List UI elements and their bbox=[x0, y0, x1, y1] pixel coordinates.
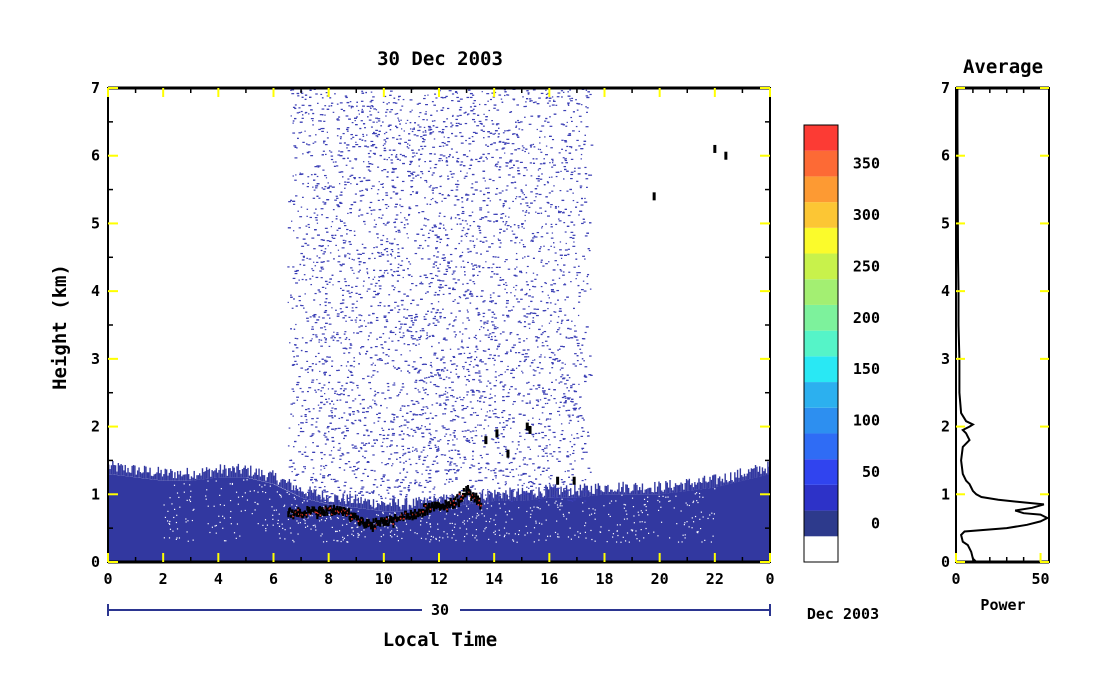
colorbar-swatch bbox=[804, 484, 838, 511]
x-tick-label: 18 bbox=[595, 570, 613, 588]
date-bar-month-label: Dec 2003 bbox=[807, 605, 879, 623]
chart-title: 30 Dec 2003 bbox=[377, 48, 503, 70]
x-tick-label: 4 bbox=[214, 570, 223, 588]
x-tick-label: 8 bbox=[324, 570, 333, 588]
colorbar-swatch bbox=[804, 279, 838, 305]
cloud-point bbox=[495, 429, 499, 438]
cloud-point bbox=[572, 476, 576, 485]
average-y-tick-label: 5 bbox=[941, 214, 950, 232]
x-tick-label: 22 bbox=[706, 570, 724, 588]
aerosol-layer bbox=[287, 485, 483, 532]
cloud-point bbox=[556, 476, 560, 485]
x-tick-label: 10 bbox=[375, 570, 393, 588]
colorbar-swatch bbox=[804, 330, 838, 357]
y-tick-label: 7 bbox=[91, 79, 100, 97]
average-y-tick-label: 2 bbox=[941, 418, 950, 436]
date-bar: 30 Dec 2003 bbox=[107, 601, 879, 623]
cloud-point bbox=[506, 449, 510, 458]
cloud-point bbox=[525, 422, 529, 431]
colorbar-swatch bbox=[804, 407, 838, 434]
colorbar-tick-label: 200 bbox=[853, 309, 880, 327]
x-tick-label: 12 bbox=[430, 570, 448, 588]
colorbar-swatch bbox=[804, 227, 838, 254]
date-bar-day-label: 30 bbox=[431, 601, 449, 619]
x-tick-label: 14 bbox=[485, 570, 503, 588]
x-tick-label: 20 bbox=[651, 570, 669, 588]
y-axis-label: Height (km) bbox=[49, 264, 71, 390]
y-tick-label: 1 bbox=[91, 485, 100, 503]
average-y-tick-label: 0 bbox=[941, 553, 950, 571]
cloud-point bbox=[528, 425, 532, 434]
average-panel-title: Average bbox=[963, 56, 1043, 78]
noise-speckles bbox=[163, 88, 716, 543]
y-tick-label: 6 bbox=[91, 147, 100, 165]
x-axis-label: Local Time bbox=[383, 629, 497, 651]
average-y-tick-label: 7 bbox=[941, 79, 950, 97]
colorbar-swatch bbox=[804, 202, 838, 228]
x-tick-label: 16 bbox=[540, 570, 558, 588]
colorbar-swatch bbox=[804, 253, 838, 280]
colorbar-tick-label: 0 bbox=[871, 514, 880, 532]
colorbar-swatch bbox=[804, 433, 838, 460]
colorbar-swatch bbox=[804, 125, 838, 151]
colorbar-swatch bbox=[804, 510, 838, 537]
y-tick-label: 4 bbox=[91, 282, 100, 300]
cloud-point bbox=[724, 151, 728, 160]
average-axes: 0 1 2 3 4 5 6 7 0 50 bbox=[941, 79, 1050, 588]
colorbar: 0 50 100 150 200 250 300 350 bbox=[803, 124, 880, 563]
colorbar-tick-label: 300 bbox=[853, 206, 880, 224]
cloud-returns bbox=[484, 144, 728, 485]
average-plot-area bbox=[956, 88, 1050, 563]
colorbar-swatch bbox=[804, 536, 838, 562]
x-tick-label: 0 bbox=[103, 570, 112, 588]
colorbar-swatch bbox=[804, 176, 838, 203]
colorbar-swatch bbox=[804, 356, 838, 383]
colorbar-tick-label: 250 bbox=[853, 257, 880, 275]
colorbar-tick-label: 50 bbox=[862, 463, 880, 481]
average-x-tick-label: 50 bbox=[1032, 570, 1050, 588]
x-tick-label: 2 bbox=[159, 570, 168, 588]
colorbar-tick-label: 100 bbox=[853, 412, 880, 430]
average-profile-chart: Average 0 1 2 3 4 5 6 7 0 50 Power bbox=[941, 56, 1050, 614]
cloud-point bbox=[652, 192, 656, 201]
y-tick-label: 0 bbox=[91, 553, 100, 571]
colorbar-swatch bbox=[804, 459, 838, 485]
average-y-tick-label: 3 bbox=[941, 350, 950, 368]
y-tick-label: 3 bbox=[91, 350, 100, 368]
average-x-axis-label: Power bbox=[980, 596, 1025, 614]
y-tick-label: 2 bbox=[91, 418, 100, 436]
x-tick-label: 6 bbox=[269, 570, 278, 588]
average-y-tick-label: 1 bbox=[941, 485, 950, 503]
average-y-tick-label: 6 bbox=[941, 147, 950, 165]
cloud-point bbox=[484, 436, 488, 445]
average-x-tick-label: 0 bbox=[951, 570, 960, 588]
cloud-point bbox=[713, 144, 717, 153]
heatmap-plot-area bbox=[108, 88, 771, 562]
colorbar-tick-label: 350 bbox=[853, 155, 880, 173]
colorbar-tick-label: 150 bbox=[853, 360, 880, 378]
colorbar-swatch bbox=[804, 304, 838, 331]
average-profile-line bbox=[956, 88, 1050, 563]
average-y-tick-label: 4 bbox=[941, 282, 950, 300]
colorbar-swatch bbox=[804, 150, 838, 177]
height-time-heatmap: 30 Dec 2003 0 2 4 6 8 10 12 14 16 18 20 22 001234567… bbox=[49, 48, 879, 651]
boundary-layer-area bbox=[108, 473, 770, 562]
x-tick-label: 0 bbox=[765, 570, 774, 588]
y-tick-label: 5 bbox=[91, 214, 100, 232]
colorbar-swatch bbox=[804, 382, 838, 408]
